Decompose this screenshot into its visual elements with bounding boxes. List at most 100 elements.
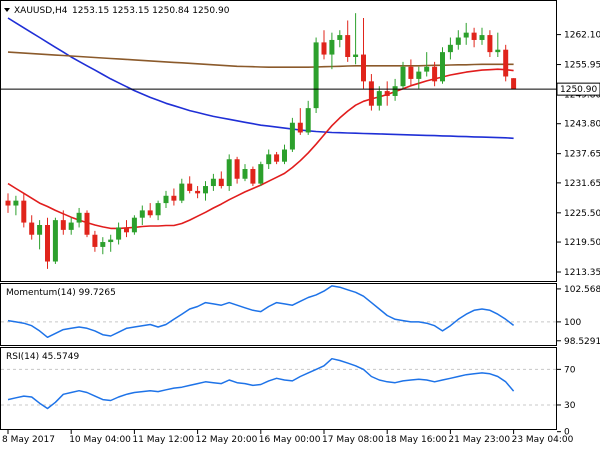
price-tick-label: 1237.65: [564, 150, 600, 160]
candle-body: [203, 186, 208, 194]
rsi-grid: [1, 368, 556, 406]
price-tick-label: 1213.35: [564, 268, 600, 278]
rsi-axis: 70 30 0: [557, 365, 576, 438]
candle-body: [416, 71, 422, 79]
momentum-title: Momentum(14) 99.7265: [6, 288, 116, 298]
candle-body: [60, 220, 66, 230]
candle-body: [503, 49, 509, 77]
candle-body: [408, 66, 414, 79]
time-tick-label: 10 May 04:00: [69, 435, 131, 445]
candle-body: [210, 178, 216, 187]
time-tick-label: 21 May 23:00: [448, 435, 510, 445]
candle-body: [195, 190, 201, 194]
time-tick-label: 8 May 2017: [2, 435, 55, 445]
candle-body: [455, 37, 461, 45]
time-tick-label: 11 May 12:00: [132, 435, 194, 445]
candle-body: [345, 35, 351, 57]
candle-body: [155, 203, 161, 216]
candle-body: [361, 54, 366, 82]
candle-body: [131, 217, 137, 233]
candle-body: [139, 210, 145, 218]
candle-body: [384, 91, 390, 96]
candle-body: [495, 49, 501, 53]
current-price-tag: [556, 82, 600, 96]
candle-body: [84, 212, 90, 235]
rsi-tick-label: 70: [564, 365, 576, 375]
momentum-tick-label: 98.5291: [564, 337, 600, 347]
momentum-tick-label: 100: [564, 318, 581, 328]
rsi-tick-label: 30: [564, 401, 576, 411]
candle-body: [282, 149, 287, 162]
price-tick-label: 1262.10: [564, 31, 600, 41]
candle-body: [68, 222, 74, 230]
candle-body: [440, 52, 445, 82]
candle-body: [37, 225, 43, 235]
candle-body: [447, 44, 453, 53]
rsi-panel-frame: [0, 347, 557, 430]
rsi-line: [7, 357, 515, 410]
candle-body: [289, 122, 295, 150]
dropdown-arrow-icon[interactable]: [4, 8, 10, 12]
candles: [5, 13, 517, 269]
time-tick-label: 18 May 16:00: [385, 435, 447, 445]
candle-body: [163, 195, 169, 204]
momentum-axis: 102.5682 100 98.5291: [557, 285, 600, 347]
momentum-tick-label: 102.5682: [564, 285, 600, 295]
candle-body: [21, 200, 27, 223]
price-tick-label: 1231.65: [564, 179, 600, 189]
candle-body: [179, 183, 185, 201]
candle-body: [424, 66, 430, 72]
candle-body: [313, 42, 319, 109]
candle-body: [274, 154, 280, 162]
candle-body: [305, 108, 311, 133]
candle-body: [392, 86, 398, 96]
price-tick-label: 1255.95: [564, 61, 600, 71]
candle-body: [242, 169, 248, 179]
momentum-panel-frame: [0, 283, 557, 346]
candle-body: [297, 122, 303, 133]
candle-body: [100, 242, 106, 247]
momentum-series: [7, 285, 515, 339]
candle-body: [368, 81, 374, 106]
time-tick-label: 23 May 04:00: [512, 435, 574, 445]
rsi-title: RSI(14) 45.5749: [6, 352, 79, 362]
candle-body: [471, 32, 477, 40]
price-tick-label: 1225.50: [564, 209, 600, 219]
candle-body: [76, 212, 82, 223]
candle-body: [353, 54, 359, 57]
candle-body: [13, 200, 19, 206]
candle-body: [5, 200, 11, 206]
candle-body: [116, 227, 122, 240]
momentum-line: [7, 285, 515, 339]
candle-body: [376, 91, 382, 106]
ma-mid-line: [7, 51, 514, 68]
candle-body: [92, 234, 98, 247]
candle-body: [321, 42, 327, 55]
current-price-value: 1250.90: [560, 85, 597, 95]
symbol-label: XAUUSD,H4: [14, 6, 68, 16]
candle-body: [29, 222, 35, 235]
main-panel-frame: [0, 0, 557, 282]
price-tick-label: 1219.50: [564, 238, 600, 248]
price-axis: 1262.101255.951249.801243.801237.651231.…: [557, 31, 600, 278]
candle-body: [52, 220, 58, 262]
candle-body: [250, 169, 256, 184]
candle-body: [432, 66, 438, 82]
candle-body: [511, 78, 517, 90]
candle-body: [108, 239, 114, 243]
time-axis: 8 May 2017 10 May 04:00 11 May 12:00 12 May…: [2, 430, 574, 445]
price-tick-label: 1243.80: [564, 120, 600, 130]
candle-body: [479, 35, 485, 40]
candle-body: [226, 159, 232, 187]
candle-body: [487, 35, 493, 53]
candle-body: [329, 39, 335, 55]
candle-body: [258, 164, 264, 184]
candle-body: [234, 159, 240, 179]
candle-body: [147, 210, 153, 216]
candle-body: [218, 178, 224, 187]
rsi-series: [7, 357, 515, 410]
candle-body: [266, 154, 272, 165]
candle-body: [171, 195, 177, 201]
